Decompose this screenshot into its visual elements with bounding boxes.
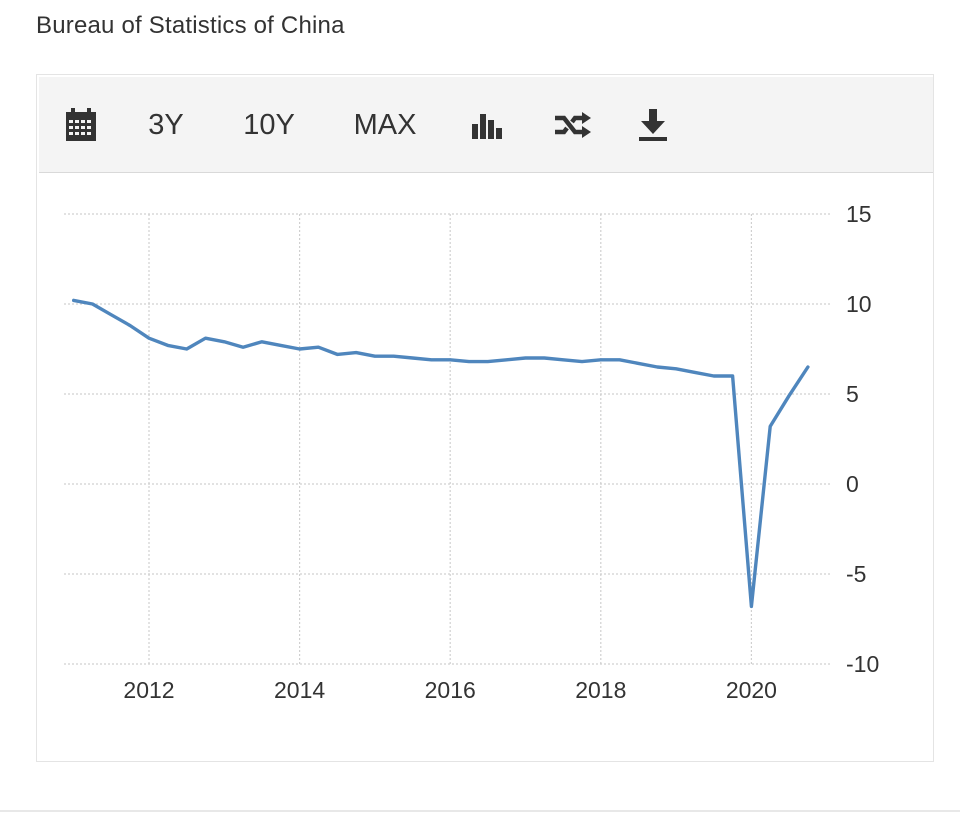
page-divider [0,810,960,812]
chart-card: 3Y 10Y MAX [36,74,934,762]
range-3y-button[interactable]: 3Y [148,108,184,141]
download-icon[interactable] [635,77,671,173]
source-title: Bureau of Statistics of China [36,12,345,39]
calendar-icon[interactable] [61,77,101,173]
bar-chart-icon[interactable] [469,77,505,173]
shuffle-icon[interactable] [551,77,595,173]
range-10y-button[interactable]: 10Y [243,108,295,141]
chart-toolbar: 3Y 10Y MAX [39,77,933,173]
range-max-button[interactable]: MAX [353,108,417,141]
